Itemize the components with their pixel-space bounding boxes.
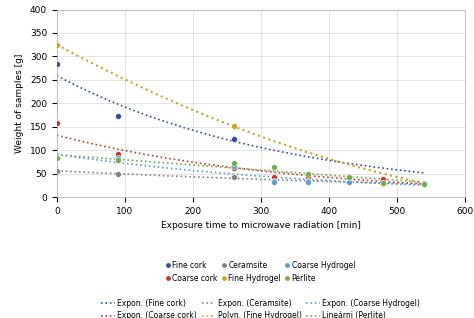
Point bbox=[53, 42, 61, 47]
Point bbox=[114, 156, 122, 161]
Point bbox=[53, 121, 61, 126]
Point bbox=[230, 161, 237, 166]
Point bbox=[420, 182, 428, 187]
Point bbox=[53, 169, 61, 174]
Point bbox=[345, 174, 353, 179]
Point bbox=[304, 180, 312, 185]
Point bbox=[230, 163, 237, 168]
Point bbox=[420, 182, 428, 187]
Point bbox=[230, 165, 237, 170]
Point bbox=[114, 151, 122, 156]
Point bbox=[304, 171, 312, 176]
Point bbox=[379, 177, 387, 182]
Point bbox=[271, 179, 278, 184]
Point bbox=[379, 180, 387, 185]
Point bbox=[114, 157, 122, 162]
X-axis label: Exposure time to microwave radiation [min]: Exposure time to microwave radiation [mi… bbox=[161, 221, 361, 231]
Point bbox=[53, 156, 61, 161]
Point bbox=[271, 164, 278, 169]
Point bbox=[420, 181, 428, 186]
Point bbox=[345, 176, 353, 181]
Point bbox=[271, 178, 278, 183]
Legend: Expon. (Fine cork), Expon. (Coarse cork), Expon. (Ceramsite), Polyn. (Fine Hydro: Expon. (Fine cork), Expon. (Coarse cork)… bbox=[101, 299, 420, 318]
Point bbox=[345, 179, 353, 184]
Point bbox=[114, 171, 122, 176]
Point bbox=[345, 180, 353, 185]
Point bbox=[379, 181, 387, 186]
Point bbox=[230, 124, 237, 129]
Point bbox=[420, 182, 428, 187]
Point bbox=[271, 175, 278, 180]
Point bbox=[114, 114, 122, 119]
Point bbox=[304, 175, 312, 180]
Point bbox=[230, 175, 237, 180]
Point bbox=[379, 181, 387, 186]
Point bbox=[53, 62, 61, 67]
Point bbox=[230, 136, 237, 141]
Y-axis label: Weight of samples [g]: Weight of samples [g] bbox=[15, 54, 24, 153]
Point bbox=[304, 178, 312, 183]
Point bbox=[53, 156, 61, 161]
